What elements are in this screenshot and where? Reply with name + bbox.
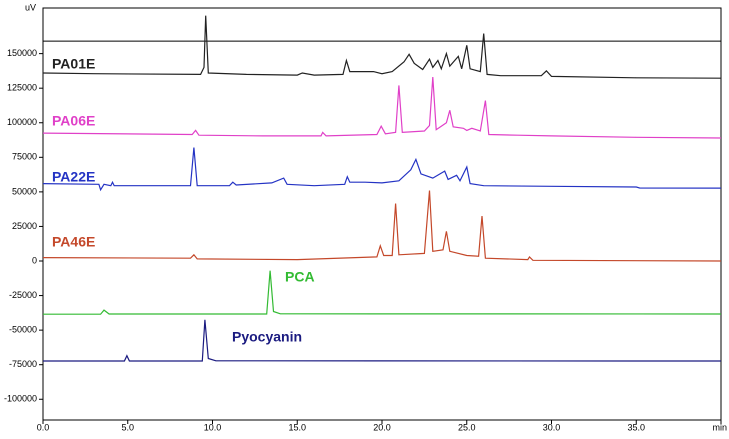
series-label: PA06E bbox=[52, 113, 95, 129]
x-tick-label: 0.0 bbox=[37, 422, 50, 432]
x-tick-label: 20.0 bbox=[373, 422, 391, 432]
y-tick-label: 0 bbox=[32, 255, 37, 265]
y-tick-label: 100000 bbox=[7, 117, 37, 127]
y-tick-label: 150000 bbox=[7, 48, 37, 58]
series-label: PA01E bbox=[52, 56, 95, 72]
x-tick-label: 15.0 bbox=[288, 422, 306, 432]
trace-line bbox=[42, 147, 722, 192]
trace-line bbox=[42, 77, 722, 139]
x-tick-label: 10.0 bbox=[204, 422, 222, 432]
y-tick-label: -75000 bbox=[9, 359, 37, 369]
trace-line bbox=[42, 15, 722, 79]
series-label: PCA bbox=[285, 269, 315, 285]
trace-line bbox=[43, 319, 722, 362]
x-tick-label: min bbox=[712, 422, 727, 432]
y-tick-label: -25000 bbox=[9, 290, 37, 300]
series-label: Pyocyanin bbox=[232, 329, 302, 345]
plot-frame bbox=[42, 7, 722, 421]
y-tick-label: 25000 bbox=[12, 221, 37, 231]
trace-line bbox=[43, 270, 722, 315]
series-label: PA46E bbox=[52, 234, 95, 250]
y-tick-label: -50000 bbox=[9, 325, 37, 335]
series-label: PA22E bbox=[52, 169, 95, 185]
y-tick-label: 75000 bbox=[12, 152, 37, 162]
x-tick-label: 25.0 bbox=[458, 422, 476, 432]
y-axis-label: uV bbox=[25, 2, 36, 12]
x-tick-label: 5.0 bbox=[121, 422, 134, 432]
x-tick-label: 30.0 bbox=[543, 422, 561, 432]
trace-line bbox=[42, 190, 722, 262]
y-tick-label: 125000 bbox=[7, 83, 37, 93]
y-tick-label: 50000 bbox=[12, 186, 37, 196]
y-tick-label: -100000 bbox=[4, 394, 37, 404]
x-tick-label: 35.0 bbox=[627, 422, 645, 432]
